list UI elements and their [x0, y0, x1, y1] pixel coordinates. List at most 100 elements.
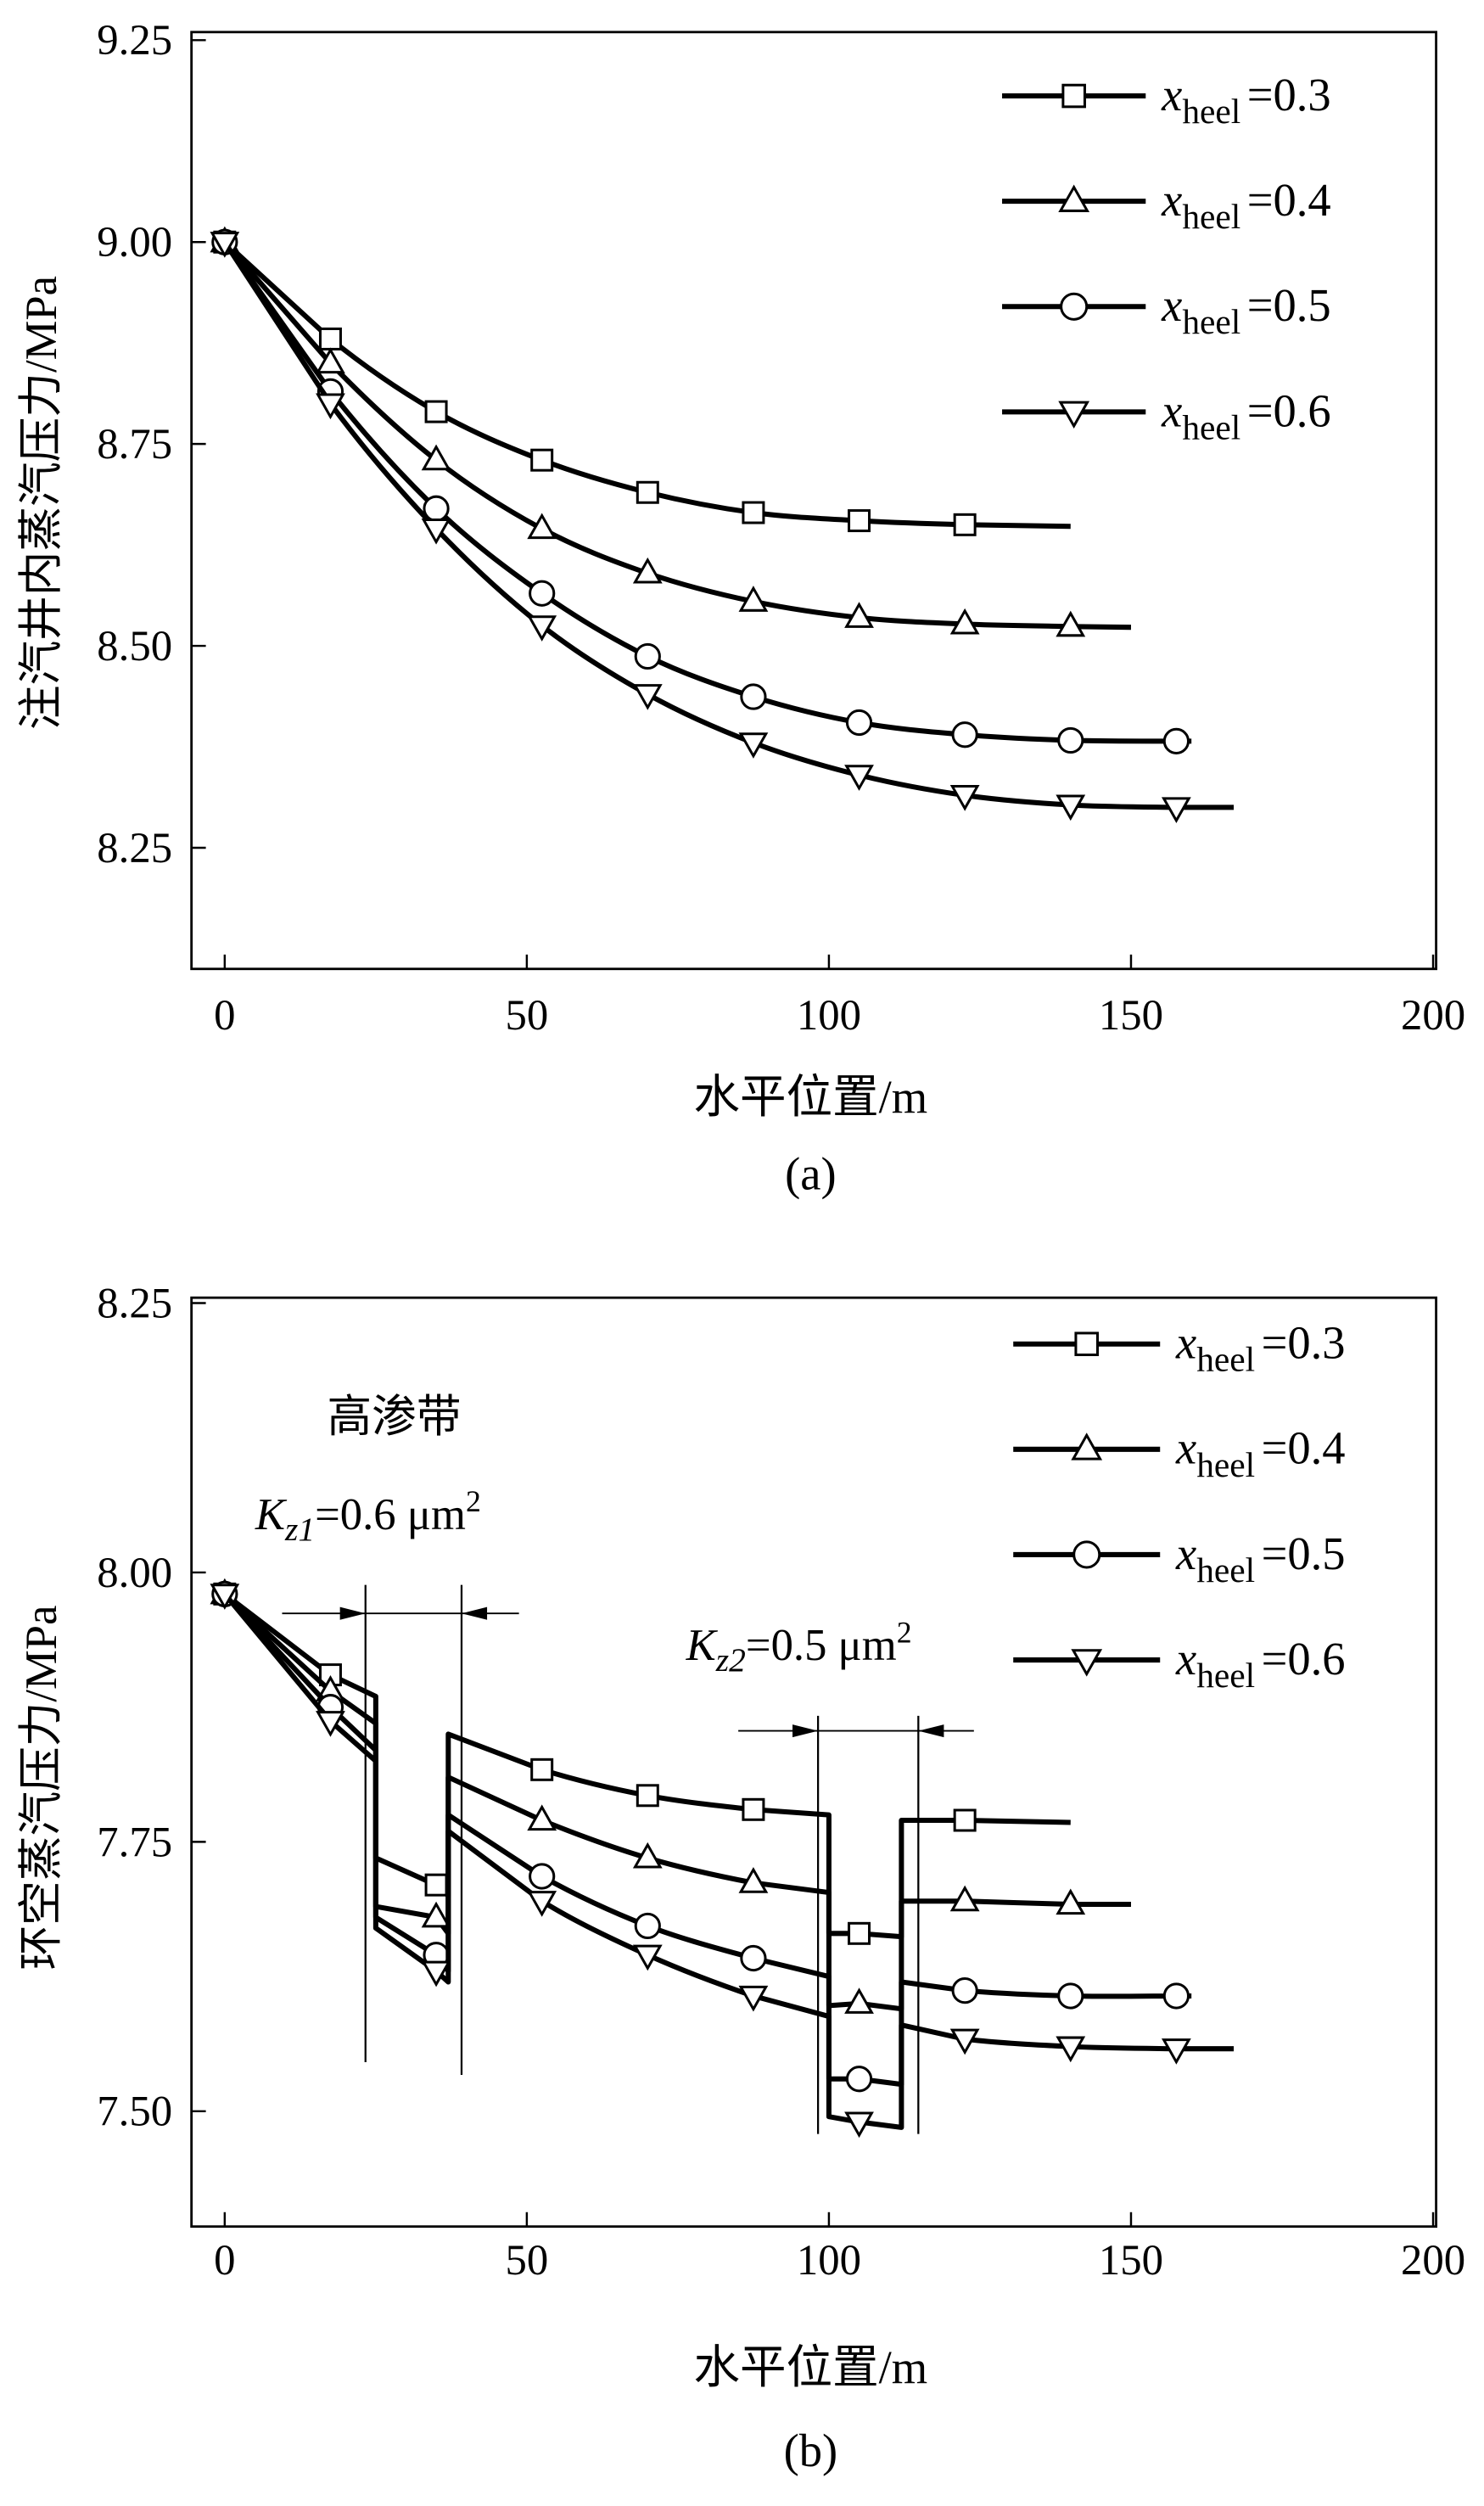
- legend-value: =0.6: [1247, 384, 1331, 436]
- data-point-square: [636, 1784, 659, 1808]
- legend-var: x: [1175, 1422, 1196, 1474]
- data-point-square: [953, 513, 977, 536]
- data-point-circle: [1057, 726, 1084, 754]
- arrow-right-icon: [792, 1724, 819, 1738]
- data-point-circle: [951, 721, 978, 748]
- legend-sub: heel: [1182, 197, 1240, 236]
- data-point-circle: [634, 642, 661, 670]
- legend-square-icon: [1074, 1331, 1100, 1356]
- legend-sub: heel: [1196, 1445, 1255, 1484]
- data-point-circle: [951, 1977, 978, 2004]
- data-point-square: [636, 480, 659, 504]
- data-point-circle: [845, 709, 873, 737]
- legend-sub: heel: [1182, 407, 1240, 446]
- data-point-triangle-down: [1161, 797, 1191, 823]
- data-point-triangle-down: [527, 615, 557, 642]
- k-sup: 2: [897, 1615, 912, 1649]
- data-point-triangle-up: [421, 444, 451, 471]
- x-tick-label: 100: [797, 2236, 861, 2284]
- legend-entry: xheel =0.5: [1002, 279, 1331, 341]
- data-point-triangle-down: [738, 732, 769, 759]
- data-point-triangle-up: [738, 586, 769, 612]
- y-tick-label: 8.50: [97, 622, 172, 670]
- legend-sub: heel: [1196, 1550, 1255, 1589]
- data-point-square: [530, 1758, 554, 1781]
- series-x-heel-0.4: [210, 1578, 1131, 2014]
- legend-sub: heel: [1182, 302, 1240, 341]
- x-tick-label: 50: [506, 991, 549, 1039]
- data-point-triangle-down: [316, 1711, 345, 1737]
- data-point-triangle-down: [527, 1891, 557, 1917]
- k-value: =0.5 μm: [746, 1621, 897, 1670]
- zone1-label: Kz1=0.6 μm2: [255, 1484, 481, 1548]
- zone2-label: Kz2=0.5 μm2: [686, 1615, 912, 1679]
- legend-entry: xheel =0.5: [1013, 1528, 1346, 1589]
- legend-circle-icon: [1072, 1540, 1101, 1569]
- data-point-triangle-up: [949, 1885, 980, 1912]
- legend-entry: xheel =0.4: [1002, 174, 1331, 236]
- data-point-circle: [845, 2066, 873, 2093]
- y-tick-label: 7.75: [97, 1818, 172, 1865]
- x-tick-label: 200: [1401, 991, 1465, 1039]
- y-tick-label: 8.00: [97, 1549, 172, 1596]
- y-tick-label: 9.00: [97, 218, 172, 266]
- data-point-square: [953, 1808, 977, 1832]
- y-tick-label: 7.50: [97, 2088, 172, 2135]
- legend-triangle-up-icon: [1058, 184, 1090, 212]
- data-point-triangle-down: [738, 1985, 769, 2012]
- data-point-triangle-down: [1056, 794, 1086, 821]
- x-tick-label: 50: [506, 2236, 549, 2284]
- data-point-square: [848, 509, 871, 533]
- series-line: [222, 240, 1192, 744]
- data-point-square: [742, 501, 765, 524]
- legend-value: =0.5: [1262, 1528, 1346, 1579]
- data-point-triangle-up: [738, 1867, 769, 1893]
- data-point-triangle-down: [210, 1584, 240, 1610]
- data-point-circle: [529, 580, 556, 607]
- data-point-triangle-up: [1056, 1888, 1086, 1915]
- x-axis-label: 水平位置/m: [694, 2341, 928, 2393]
- legend-square-icon: [1061, 83, 1086, 109]
- legend-triangle-down-icon: [1071, 1649, 1103, 1677]
- legend-triangle-up-icon: [1071, 1432, 1103, 1460]
- series-line: [223, 1591, 1071, 1940]
- legend-sub: heel: [1196, 1656, 1255, 1695]
- legend-var: x: [1161, 174, 1182, 226]
- k-symbol: K: [255, 1490, 288, 1539]
- legend-circle-icon: [1060, 292, 1089, 321]
- legend-label: xheel =0.5: [1161, 279, 1331, 341]
- data-point-triangle-down: [1056, 2036, 1086, 2063]
- legend-label: xheel =0.6: [1175, 1633, 1346, 1695]
- legend-value: =0.3: [1262, 1317, 1346, 1369]
- data-point-triangle-up: [1056, 610, 1086, 637]
- data-point-square: [424, 1873, 448, 1897]
- panel-caption: (b): [784, 2425, 838, 2476]
- data-point-triangle-up: [632, 557, 663, 584]
- data-point-square: [424, 400, 448, 423]
- plot-frame: [190, 31, 1437, 971]
- legend-label: xheel =0.5: [1175, 1528, 1346, 1589]
- data-point-circle: [740, 1944, 767, 1972]
- legend-var: x: [1175, 1317, 1196, 1369]
- x-tick-label: 100: [797, 991, 861, 1039]
- data-point-triangle-down: [632, 684, 663, 710]
- data-point-circle: [529, 1863, 556, 1890]
- x-axis-label: 水平位置/m: [694, 1071, 928, 1123]
- k-sub: z2: [715, 1641, 746, 1679]
- legend-var: x: [1161, 279, 1182, 331]
- legend-label: xheel =0.3: [1175, 1317, 1346, 1379]
- legend-var: x: [1161, 384, 1182, 436]
- data-point-triangle-up: [844, 602, 874, 628]
- x-tick-label: 0: [214, 2236, 235, 2284]
- arrow-left-icon: [461, 1606, 488, 1620]
- k-sub: z1: [284, 1511, 315, 1548]
- data-point-circle: [634, 1912, 661, 1940]
- legend-entry: xheel =0.4: [1013, 1422, 1346, 1484]
- chart-panel-a: 0 50 100 150 200 8.25 8.50 8.75 9.00 9.25 水平位置/m 注汽…: [17, 16, 1465, 1199]
- data-point-triangle-down: [632, 1944, 663, 1971]
- series-x-heel-0.3: [213, 230, 1071, 536]
- data-point-triangle-down: [316, 393, 345, 420]
- y-tick-label: 8.25: [97, 824, 172, 872]
- series-x-heel-0.6: [210, 232, 1235, 823]
- data-point-triangle-down: [844, 765, 874, 791]
